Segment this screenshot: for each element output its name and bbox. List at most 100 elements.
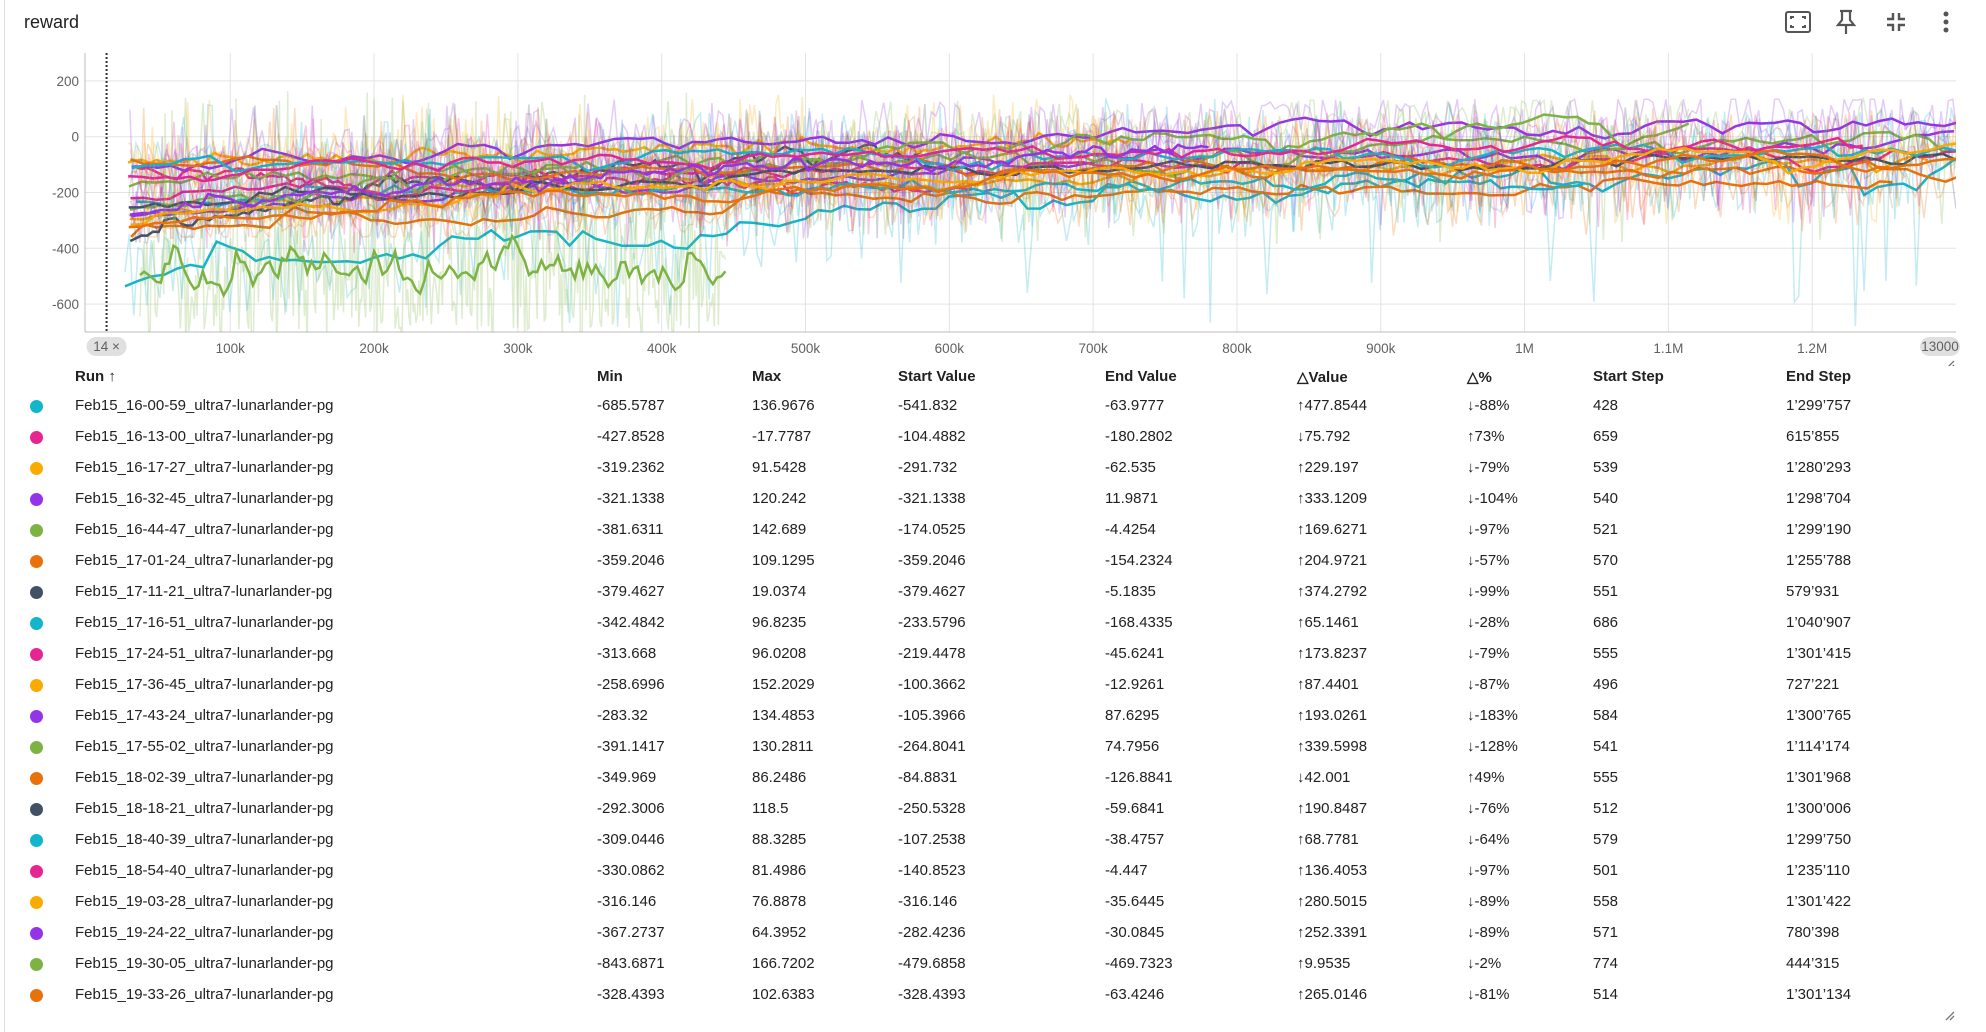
run-name-cell: Feb15_16-44-47_ultra7-lunarlander-pg <box>75 521 334 538</box>
end-step-cell: 1’280’293 <box>1786 459 1852 476</box>
header-delta-value[interactable]: △Value <box>1297 369 1348 386</box>
header-start-value[interactable]: Start Value <box>898 368 976 385</box>
x-tick-label: 800k <box>1222 341 1252 356</box>
start-step-cell: 541 <box>1593 738 1619 755</box>
header-delta-pct[interactable]: △% <box>1467 369 1492 386</box>
table-row[interactable]: Feb15_16-32-45_ultra7-lunarlander-pg -321… <box>0 484 1960 515</box>
min-cell: -316.146 <box>597 893 657 910</box>
series-line[interactable] <box>139 233 727 299</box>
start-step-cell: 501 <box>1593 862 1619 879</box>
series-line[interactable] <box>128 135 1863 183</box>
max-cell: 19.0374 <box>752 583 807 600</box>
run-color-dot <box>30 803 43 816</box>
collapse-icon[interactable] <box>1878 6 1914 38</box>
table-row[interactable]: Feb15_18-18-21_ultra7-lunarlander-pg -292… <box>0 794 1960 825</box>
table-row[interactable]: Feb15_18-54-40_ultra7-lunarlander-pg -330… <box>0 856 1960 887</box>
table-row[interactable]: Feb15_18-40-39_ultra7-lunarlander-pg -309… <box>0 825 1960 856</box>
end-step-cell: 1’298’704 <box>1786 490 1852 507</box>
delta-pct-cell: ↓-87% <box>1467 676 1510 693</box>
header-start-step[interactable]: Start Step <box>1593 368 1664 385</box>
table-row[interactable]: Feb15_16-17-27_ultra7-lunarlander-pg -319… <box>0 453 1960 484</box>
series-line[interactable] <box>131 143 1209 218</box>
table-row[interactable]: Feb15_17-11-21_ultra7-lunarlander-pg -379… <box>0 577 1960 608</box>
table-row[interactable]: Feb15_18-02-39_ultra7-lunarlander-pg -349… <box>0 763 1960 794</box>
run-color-dot <box>30 648 43 661</box>
table-row[interactable]: Feb15_17-01-24_ultra7-lunarlander-pg -359… <box>0 546 1960 577</box>
series-line[interactable] <box>130 176 1893 238</box>
table-row[interactable]: Feb15_19-33-26_ultra7-lunarlander-pg -328… <box>0 980 1960 1011</box>
table-row[interactable]: Feb15_16-13-00_ultra7-lunarlander-pg -427… <box>0 422 1960 453</box>
table-resize-handle[interactable] <box>1944 1010 1956 1022</box>
run-color-dot <box>30 958 43 971</box>
range-start-chip[interactable]: 14 × <box>86 337 127 356</box>
start-step-cell: 584 <box>1593 707 1619 724</box>
start-value-cell: -174.0525 <box>898 521 966 538</box>
end-step-cell: 615’855 <box>1786 428 1840 445</box>
start-step-cell: 555 <box>1593 769 1619 786</box>
end-step-cell: 1’299’750 <box>1786 831 1852 848</box>
header-end-value[interactable]: End Value <box>1105 368 1177 385</box>
more-vert-icon[interactable] <box>1928 6 1964 38</box>
fit-domain-icon[interactable] <box>1780 6 1816 38</box>
series-line[interactable] <box>129 113 1690 212</box>
header-max[interactable]: Max <box>752 368 782 385</box>
table-row[interactable]: Feb15_19-03-28_ultra7-lunarlander-pg -316… <box>0 887 1960 918</box>
start-step-cell: 558 <box>1593 893 1619 910</box>
delta-pct-cell: ↓-79% <box>1467 459 1510 476</box>
series-line[interactable] <box>128 149 1958 229</box>
start-value-cell: -359.2046 <box>898 552 966 569</box>
table-row[interactable]: Feb15_17-43-24_ultra7-lunarlander-pg -283… <box>0 701 1960 732</box>
series-line[interactable] <box>130 155 1959 184</box>
table-row[interactable]: Feb15_16-00-59_ultra7-lunarlander-pg -685… <box>0 391 1960 422</box>
end-value-cell: -62.535 <box>1105 459 1156 476</box>
start-value-cell: -233.5796 <box>898 614 966 631</box>
max-cell: 120.242 <box>752 490 807 507</box>
min-cell: -685.5787 <box>597 397 665 414</box>
series-raw-line <box>130 117 1210 239</box>
table-row[interactable]: Feb15_17-36-45_ultra7-lunarlander-pg -258… <box>0 670 1960 701</box>
max-cell: 91.5428 <box>752 459 807 476</box>
table-row[interactable]: Feb15_16-44-47_ultra7-lunarlander-pg -381… <box>0 515 1960 546</box>
line-chart[interactable]: 200 0 -200 -400 -600 100k 200k 300k 400k 500k 600k… <box>0 40 1986 366</box>
series-line[interactable] <box>131 116 1957 172</box>
series-raw-line <box>127 111 1864 229</box>
run-name-cell: Feb15_19-03-28_ultra7-lunarlander-pg <box>75 893 334 910</box>
card-title: reward <box>24 12 80 32</box>
max-cell: 76.8878 <box>752 893 807 910</box>
delta-value-cell: ↑229.197 <box>1297 459 1359 476</box>
series-line[interactable] <box>131 143 1956 173</box>
chart-resize-handle[interactable] <box>1946 360 1955 366</box>
end-value-cell: 74.7956 <box>1105 738 1160 755</box>
end-value-cell: -4.4254 <box>1105 521 1156 538</box>
table-row[interactable]: Feb15_17-16-51_ultra7-lunarlander-pg -342… <box>0 608 1960 639</box>
delta-pct-cell: ↑73% <box>1467 428 1505 445</box>
run-name-cell: Feb15_16-32-45_ultra7-lunarlander-pg <box>75 490 334 507</box>
series-line[interactable] <box>128 152 1956 209</box>
header-end-step[interactable]: End Step <box>1786 368 1852 385</box>
table-row[interactable]: Feb15_17-55-02_ultra7-lunarlander-pg -391… <box>0 732 1960 763</box>
y-tick-label: -200 <box>52 186 79 201</box>
x-tick-label: 300k <box>503 341 533 356</box>
delta-value-cell: ↑136.4053 <box>1297 862 1368 879</box>
header-min[interactable]: Min <box>597 368 623 385</box>
run-name-cell: Feb15_16-13-00_ultra7-lunarlander-pg <box>75 428 334 445</box>
table-row[interactable]: Feb15_19-24-22_ultra7-lunarlander-pg -367… <box>0 918 1960 949</box>
pin-icon[interactable] <box>1828 6 1864 38</box>
delta-pct-cell: ↓-128% <box>1467 738 1518 755</box>
run-name-cell: Feb15_19-33-26_ultra7-lunarlander-pg <box>75 986 334 1003</box>
start-value-cell: -316.146 <box>898 893 958 910</box>
end-value-cell: -35.6445 <box>1105 893 1165 910</box>
range-end-chip[interactable]: 13000 <box>1920 337 1960 356</box>
delta-pct-cell: ↓-79% <box>1467 645 1510 662</box>
start-step-cell: 551 <box>1593 583 1619 600</box>
run-name-cell: Feb15_17-16-51_ultra7-lunarlander-pg <box>75 614 334 631</box>
table-row[interactable]: Feb15_19-30-05_ultra7-lunarlander-pg -843… <box>0 949 1960 980</box>
start-step-cell: 428 <box>1593 397 1619 414</box>
header-run[interactable]: Run ↑ <box>75 368 116 385</box>
table-row[interactable]: Feb15_17-24-51_ultra7-lunarlander-pg -313… <box>0 639 1960 670</box>
max-cell: -17.7787 <box>752 428 812 445</box>
run-color-dot <box>30 431 43 444</box>
delta-value-cell: ↓75.792 <box>1297 428 1351 445</box>
series-line[interactable] <box>124 157 1956 288</box>
min-cell: -309.0446 <box>597 831 665 848</box>
